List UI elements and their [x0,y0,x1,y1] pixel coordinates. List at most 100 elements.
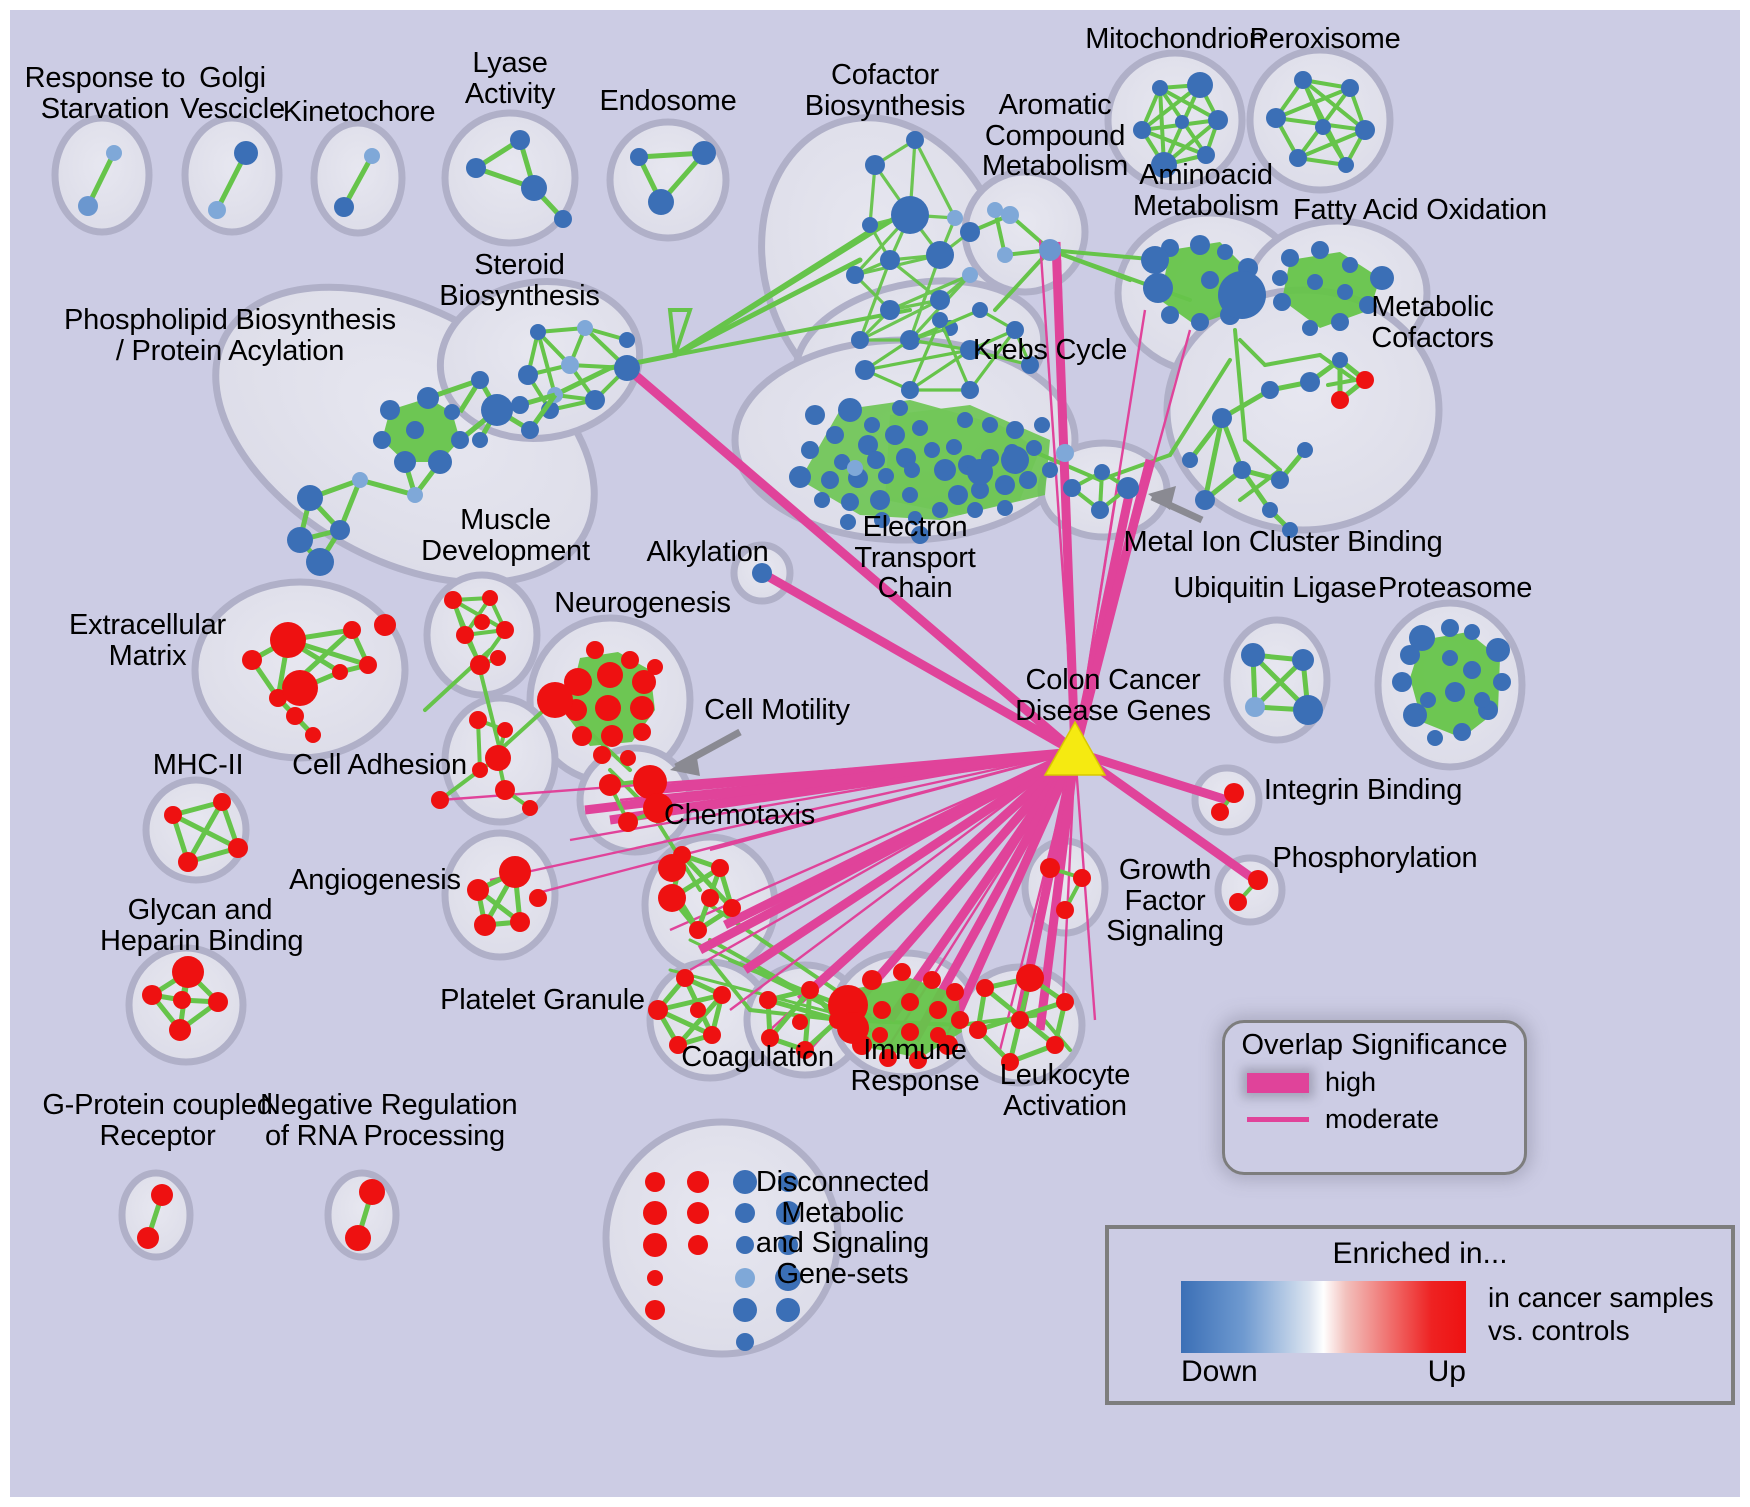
label-angiogenesis: Angiogenesis [289,864,461,896]
label-phospholipid-biosynthesis: Phospholipid Biosynthesis / Protein Acyl… [64,304,396,367]
label-kinetochore: Kinetochore [282,96,436,128]
label-electron-transport-chain: Electron Transport Chain [854,511,976,605]
cluster-negative-regulation-rna [345,1179,385,1251]
label-integrin-binding: Integrin Binding [1263,774,1463,806]
label-immune-response: Immune Response [850,1034,980,1097]
cluster-fatty-acid-oxidation [1272,241,1394,336]
label-aminoacid-metabolism: Aminoacid Metabolism [1132,159,1280,222]
label-platelet-granule: Platelet Granule [440,984,645,1016]
enriched-gradient-labels: Down Up [1181,1355,1466,1389]
label-golgi-vescicle: Golgi Vescicle [180,62,285,125]
cluster-glycan-heparin-binding [142,956,228,1041]
cluster-disconnected-gene-sets [643,1170,801,1351]
label-extracellular-matrix: Extracellular Matrix [69,609,226,672]
halo-endosome [606,118,730,242]
label-alkylation: Alkylation [646,536,769,568]
cluster-steroid-biosynthesis [518,320,640,419]
label-peroxisome: Peroxisome [1249,23,1401,55]
label-cell-motility: Cell Motility [704,694,850,726]
label-mhc-ii: MHC-II [152,749,244,781]
label-endosome: Endosome [599,85,737,117]
overlap-legend-row-moderate: moderate [1225,1104,1524,1135]
network-canvas: Response to Starvation Golgi Vescicle Ki… [10,10,1740,1497]
cluster-peroxisome [1266,71,1375,173]
label-coagulation: Coagulation [681,1041,834,1073]
label-glycan-heparin-binding: Glycan and Heparin Binding [100,894,304,957]
cluster-ubiquitin-ligase [1241,643,1323,725]
enriched-legend-body: Down Up in cancer samples vs. controls [1109,1281,1731,1389]
blue-red-gradient-icon [1181,1281,1466,1353]
label-cofactor-biosynthesis: Cofactor Biosynthesis [804,59,966,122]
cluster-phospholipid-biosynthesis [287,371,558,576]
label-metabolic-cofactors: Metabolic Cofactors [1371,291,1494,354]
cluster-neurogenesis [537,641,663,766]
label-metal-ion-cluster-binding: Metal Ion Cluster Binding [1123,526,1443,558]
cluster-mitochondrion [1133,72,1228,178]
cluster-platelet-granule [648,969,731,1054]
label-fatty-acid-oxidation: Fatty Acid Oxidation [1293,194,1547,226]
overlap-legend-title: Overlap Significance [1241,1029,1508,1061]
label-cell-adhesion: Cell Adhesion [292,749,467,781]
high-swatch-icon [1247,1072,1309,1093]
cluster-aromatic-compound-metabolism [987,202,1061,263]
cluster-g-protein-coupled-receptor [137,1184,173,1249]
cluster-golgi-vescicle [208,141,258,219]
annotation-arrows [670,486,1204,776]
label-aromatic-compound-metabolism: Aromatic Compound Metabolism [981,89,1129,183]
enriched-legend-down-label: Down [1181,1355,1258,1388]
label-mitochondrion: Mitochondrion [1085,23,1265,55]
halo-golgi-vescicle [181,114,283,236]
arrow-cell-motility [670,728,742,776]
cluster-electron-transport-chain [789,398,1074,544]
network-svg [51,46,1526,1358]
label-neurogenesis: Neurogenesis [554,587,731,619]
moderate-swatch-icon [1247,1117,1309,1123]
cluster-endosome [630,141,716,215]
enriched-in-legend: Enriched in... Down Up in cancer samples… [1105,1225,1735,1405]
label-krebs-cycle: Krebs Cycle [972,334,1128,366]
cluster-chemotaxis [658,846,741,939]
label-growth-factor-signaling: Growth Factor Signaling [1106,854,1224,948]
overlap-legend-moderate-label: moderate [1325,1104,1440,1135]
overlap-legend-high-label: high [1325,1067,1377,1098]
label-phosphorylation: Phosphorylation [1272,842,1478,874]
overlap-significance-legend: Overlap Significance high moderate [1222,1020,1527,1175]
cluster-integrin-binding [1211,783,1244,821]
hub-triangle[interactable] [1043,720,1107,776]
enriched-legend-side-note: in cancer samples vs. controls [1488,1282,1714,1347]
label-chemotaxis: Chemotaxis [663,799,816,831]
cluster-response-to-starvation [78,145,122,216]
cluster-proteasome [1392,619,1511,746]
cluster-mhc-ii [164,793,248,872]
cluster-lyase-activity [466,130,572,228]
cluster-growth-factor-signaling [1040,858,1091,919]
enriched-gradient-wrap: Down Up [1181,1281,1466,1389]
enriched-legend-title: Enriched in... [1332,1237,1508,1270]
hub-edges-high [584,241,1258,1043]
label-g-protein-coupled-receptor: G-Protein coupled Receptor [42,1089,273,1152]
label-lyase-activity: Lyase Activity [464,47,556,110]
cluster-aminoacid-metabolism [1141,235,1266,331]
cluster-metabolic-cofactors [1182,352,1374,538]
cluster-phosphorylation [1229,870,1268,911]
cluster-leukocyte-activation [969,964,1074,1071]
cluster-cell-adhesion [431,711,538,816]
cluster-cell-motility [599,765,673,832]
label-leukocyte-activation: Leukocyte Activation [999,1059,1131,1122]
label-steroid-biosynthesis: Steroid Biosynthesis [439,249,600,312]
label-response-to-starvation: Response to Starvation [24,62,186,125]
enriched-legend-up-label: Up [1427,1355,1466,1388]
label-colon-cancer-disease-genes: Colon Cancer Disease Genes [1015,664,1211,727]
cluster-alkylation [752,563,772,583]
overlap-legend-row-high: high [1225,1067,1524,1098]
cluster-immune-response [828,963,969,1069]
cluster-metal-ion-cluster-binding [1063,464,1139,519]
cluster-extracellular-matrix [242,614,396,743]
cluster-angiogenesis [467,856,547,936]
label-negative-regulation-rna: Negative Regulation of RNA Processing [260,1089,518,1152]
halo-aromatic-compound-metabolism [961,168,1089,296]
label-ubiquitin-ligase: Ubiquitin Ligase [1173,572,1377,604]
label-muscle-development: Muscle Development [421,504,590,567]
cluster-coagulation [759,981,847,1059]
